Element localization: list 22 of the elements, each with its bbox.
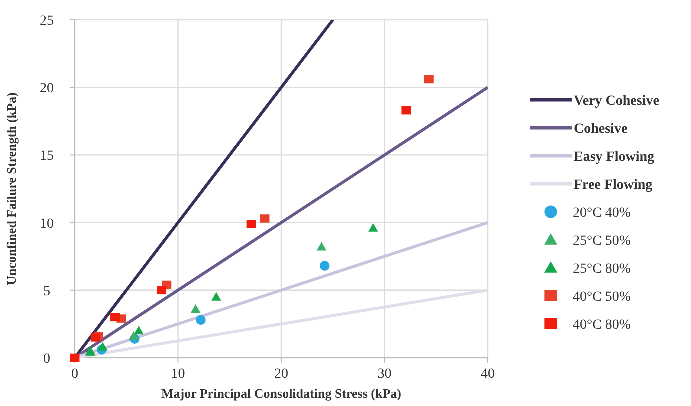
legend-label: Free Flowing — [574, 178, 653, 193]
legend-label: 25°C 80% — [573, 262, 632, 277]
y-tick-label: 25 — [40, 14, 54, 29]
y-axis-title: Unconfined Failure Strength (kPa) — [4, 92, 19, 286]
x-tick-label: 10 — [171, 367, 186, 382]
x-tick-label: 20 — [274, 367, 288, 382]
y-tick-label: 10 — [40, 216, 54, 232]
x-tick-label: 40 — [481, 367, 495, 382]
y-tick-label: 5 — [44, 284, 50, 300]
legend-label: 40°C 50% — [573, 290, 632, 305]
legend-label: Cohesive — [574, 122, 628, 137]
legend-label: Very Cohesive — [574, 94, 660, 109]
legend-label: 40°C 80% — [573, 318, 632, 333]
y-tick-label: 0 — [44, 352, 50, 367]
x-axis-title: Major Principal Consolidating Stress (kPa) — [161, 386, 402, 401]
y-tick-label: 20 — [40, 82, 54, 97]
x-tick-label: 0 — [72, 367, 78, 382]
y-tick-label: 15 — [40, 149, 54, 164]
legend-label: Easy Flowing — [574, 150, 655, 165]
x-tick-label: 30 — [378, 367, 392, 382]
legend-label: 20°C 40% — [573, 206, 632, 221]
legend-label: 25°C 50% — [573, 234, 632, 249]
